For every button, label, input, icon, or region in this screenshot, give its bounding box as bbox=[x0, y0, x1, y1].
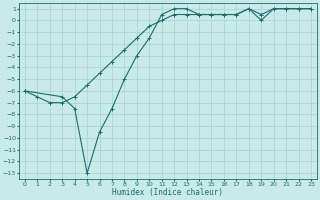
X-axis label: Humidex (Indice chaleur): Humidex (Indice chaleur) bbox=[112, 188, 223, 197]
